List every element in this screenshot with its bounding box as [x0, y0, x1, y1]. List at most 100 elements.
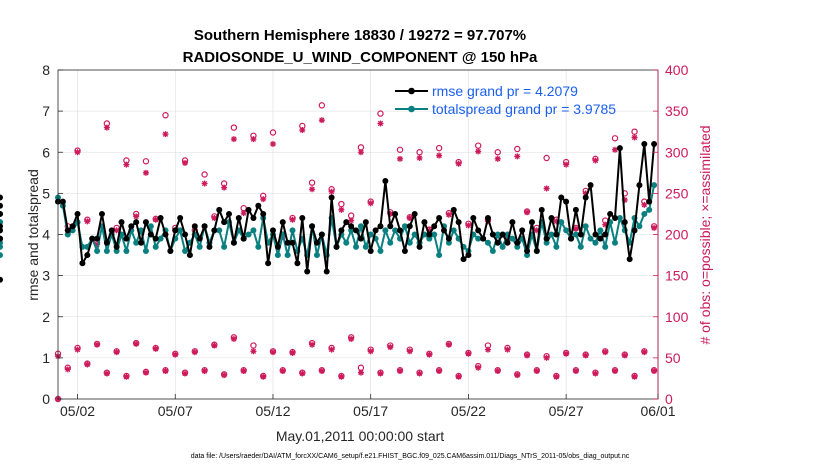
y-tick-label: 4 [42, 227, 50, 243]
data-point-rmse [74, 210, 81, 217]
obs-assimilated-marker [563, 350, 570, 357]
data-point-rmse [543, 235, 550, 242]
y-axis-right-ticks: 0 50 100 150 200 250 300 350 400 [653, 62, 689, 407]
data-point-rmse [79, 260, 86, 267]
data-point-rmse [533, 247, 540, 254]
obs-assimilated-marker [455, 373, 462, 380]
x-tick-label: 05/12 [255, 403, 290, 419]
obs-assimilated-marker [260, 196, 267, 203]
data-point-rmse [587, 182, 594, 189]
data-point-rmse [392, 210, 399, 217]
data-point-rmse [177, 215, 184, 222]
x-tick-label: 05/22 [451, 403, 486, 419]
data-point-rmse [558, 194, 565, 201]
y-right-tick-label: 250 [665, 185, 689, 201]
obs-assimilated-marker [240, 210, 247, 217]
data-point-totalspread [572, 231, 579, 238]
obs-assimilated-marker [504, 346, 511, 353]
data-point-rmse [582, 194, 589, 201]
data-point-totalspread [431, 231, 438, 238]
data-point-totalspread [357, 223, 364, 230]
data-point-totalspread [641, 210, 648, 217]
obs-assimilated-marker [269, 349, 276, 356]
x-axis-ticks: 05/02 05/07 05/12 05/17 05/22 05/27 06/01 [60, 394, 676, 419]
data-point-rmse [299, 215, 306, 222]
data-point-rmse [445, 235, 452, 242]
data-point-totalspread [284, 252, 291, 259]
y-right-tick-label: 100 [665, 309, 689, 325]
obs-possible-marker [514, 145, 521, 153]
obs-assimilated-marker [592, 370, 599, 377]
y-tick-label: 0 [42, 391, 50, 407]
data-point-totalspread [411, 231, 418, 238]
data-point-rmse [553, 231, 560, 238]
data-point-rmse [416, 243, 423, 250]
data-point-totalspread [348, 227, 355, 234]
data-point-rmse [612, 215, 619, 222]
data-point-totalspread [123, 247, 130, 254]
obs-assimilated-marker [260, 373, 267, 380]
obs-assimilated-marker [113, 349, 120, 356]
data-point-totalspread [382, 227, 389, 234]
data-point-totalspread [582, 223, 589, 230]
data-point-totalspread [0, 252, 3, 259]
obs-assimilated-marker [142, 369, 149, 376]
data-point-rmse [294, 260, 301, 267]
data-point-rmse [504, 239, 511, 246]
data-point-rmse [206, 243, 213, 250]
obs-assimilated-marker [103, 124, 110, 131]
obs-assimilated-marker [445, 341, 452, 348]
data-point-rmse [509, 219, 516, 226]
y-tick-label: 3 [42, 268, 50, 284]
obs-assimilated-marker [142, 169, 149, 176]
data-point-totalspread [484, 239, 491, 246]
data-point-rmse [572, 206, 579, 213]
data-point-totalspread [406, 239, 413, 246]
y-tick-label: 1 [42, 350, 50, 366]
obs-possible-marker [611, 135, 619, 142]
data-point-totalspread [646, 206, 653, 213]
obs-assimilated-marker [201, 180, 208, 187]
obs-assimilated-marker [426, 227, 433, 234]
obs-possible-marker [338, 200, 345, 208]
obs-assimilated-marker [152, 345, 159, 352]
obs-possible-marker [396, 146, 404, 153]
obs-assimilated-marker [543, 354, 550, 361]
obs-assimilated-marker [94, 241, 101, 248]
data-point-rmse [279, 219, 286, 226]
data-point-rmse [450, 206, 457, 213]
obs-assimilated-marker [641, 201, 648, 208]
data-point-rmse [318, 231, 325, 238]
obs-assimilated-marker [338, 206, 345, 213]
data-point-totalspread [64, 231, 71, 238]
data-point-rmse [577, 231, 584, 238]
obs-assimilated-marker [94, 341, 101, 348]
obs-assimilated-marker [524, 209, 531, 216]
data-point-rmse [226, 210, 233, 217]
data-point-rmse [563, 198, 570, 205]
data-point-rmse [250, 215, 257, 222]
obs-assimilated-marker [318, 368, 325, 375]
obs-assimilated-marker [475, 364, 482, 371]
obs-possible-marker [230, 124, 238, 131]
x-tick-label: 05/27 [549, 403, 584, 419]
obs-assimilated-marker [377, 120, 384, 127]
obs-assimilated-marker [123, 373, 130, 380]
obs-assimilated-marker [162, 368, 169, 375]
data-point-totalspread [577, 243, 584, 250]
obs-assimilated-marker [152, 216, 159, 223]
data-point-rmse [568, 235, 575, 242]
legend-label-spread: totalspread grand pr = 3.9785 [432, 101, 616, 117]
y-tick-label: 2 [42, 309, 50, 325]
obs-assimilated-marker [406, 348, 413, 355]
obs-assimilated-marker [230, 335, 237, 342]
obs-assimilated-marker [299, 370, 306, 377]
data-point-rmse [245, 206, 252, 213]
obs-assimilated-marker [328, 346, 335, 353]
data-point-rmse [89, 235, 96, 242]
obs-assimilated-marker [651, 368, 658, 375]
obs-possible-marker [142, 158, 150, 165]
x-axis-label: May.01,2011 00:00:00 start [276, 428, 444, 444]
obs-possible-marker [494, 149, 501, 156]
data-point-totalspread [255, 243, 262, 250]
